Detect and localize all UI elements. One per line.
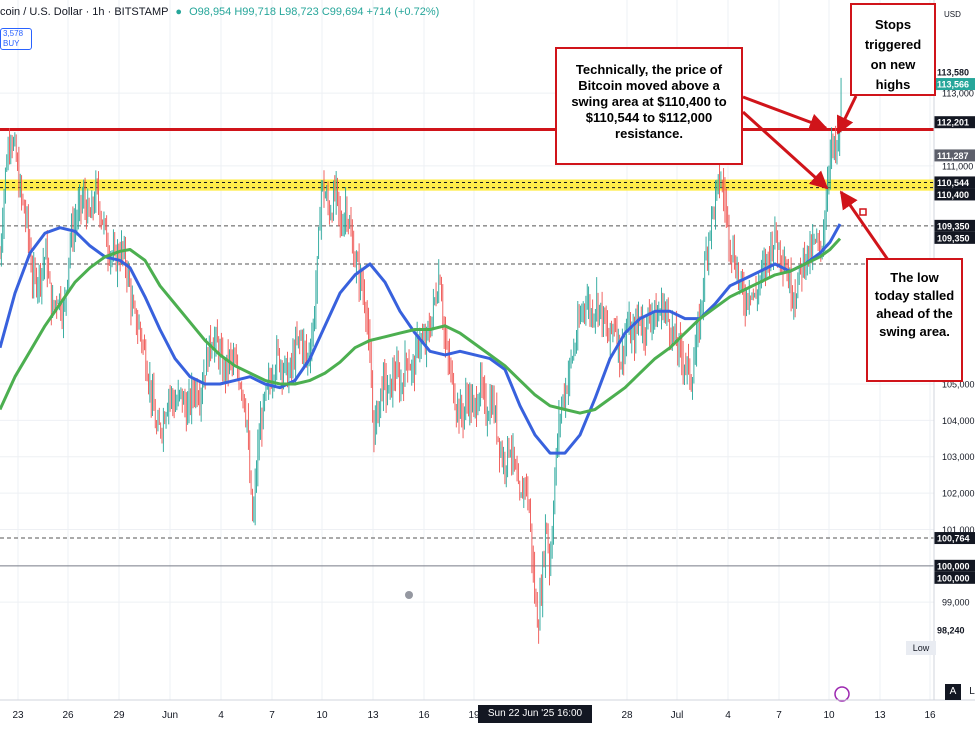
annotation-arrow — [839, 190, 897, 271]
low-label: Low — [906, 641, 936, 655]
symbol-title[interactable]: coin / U.S. Dollar · 1h · BITSTAMP — [0, 6, 169, 18]
x-tick-label: 7 — [776, 710, 782, 721]
price-axis[interactable]: 113,000 111,000 105,000 104,000 103,000 102,0… — [933, 0, 975, 700]
price-label-bg — [934, 149, 975, 162]
y-tick-label: 103,000 — [942, 452, 975, 462]
buy-label: BUY — [3, 39, 20, 48]
price-label: 110,400 — [937, 190, 969, 200]
price-label: 113,580 — [937, 68, 969, 78]
y-tick-label: 102,000 — [942, 489, 975, 499]
annotation-low-text: The low today stalled ahead of the swing… — [874, 270, 955, 339]
price-label: 100,764 — [937, 534, 970, 544]
x-tick-label: 26 — [62, 710, 74, 721]
annotation-main: Technically, the price of Bitcoin moved … — [555, 47, 743, 165]
y-tick-label: 111,000 — [942, 161, 973, 171]
x-tick-label: 7 — [269, 710, 275, 721]
y-tick-label: 101,000 — [942, 525, 975, 535]
x-tick-label: Jun — [162, 710, 178, 721]
price-candles — [0, 77, 842, 644]
ohlc-change: +714 (+0.72%) — [366, 6, 440, 18]
price-label-bg — [934, 219, 975, 232]
price-label-bg — [934, 231, 975, 244]
slow-moving-average — [0, 237, 842, 415]
price-label: 113,566 — [937, 80, 969, 90]
crosshair-date: Sun 22 Jun '25 16:00 — [478, 705, 592, 723]
x-tick-label: 10 — [823, 710, 835, 721]
annotation-stops: Stops triggered on new highs — [850, 3, 936, 96]
symbol-header: coin / U.S. Dollar · 1h · BITSTAMP ● O98… — [0, 6, 439, 18]
price-label: 109,350 — [937, 233, 970, 243]
time-axis[interactable]: 23 26 29 Jun 4 7 10 13 16 19 28 Jul 4 7 10 13 16 — [0, 699, 975, 721]
ohlc-open: O98,954 — [189, 6, 232, 18]
price-label-bg — [934, 116, 975, 129]
ohlc-high: H99,718 — [234, 6, 276, 18]
log-scale-button[interactable]: L — [969, 686, 975, 697]
price-label-bg — [934, 571, 975, 584]
ohlc-close: C99,694 — [321, 6, 364, 18]
chart-grid — [0, 0, 934, 700]
buy-button[interactable]: 3,578 BUY — [0, 28, 32, 50]
x-tick-label: 16 — [924, 710, 936, 721]
price-label: 100,000 — [937, 573, 970, 583]
y-tick-label: 113,000 — [942, 89, 974, 99]
ohlc-low: L98,723 — [279, 6, 319, 18]
price-label-bg — [934, 559, 975, 572]
auto-scale-button[interactable]: A — [945, 684, 961, 700]
annotation-arrow — [836, 95, 858, 135]
buy-price: 3,578 — [3, 29, 24, 38]
price-label: 100,000 — [937, 561, 970, 571]
price-label: 109,350 — [937, 221, 970, 231]
x-tick-label: 23 — [12, 710, 24, 721]
market-status-icon: ● — [175, 6, 183, 18]
price-label: 111,287 — [937, 151, 969, 161]
price-label-bg — [934, 532, 975, 545]
price-levels — [0, 128, 934, 567]
y-tick-label: 105,000 — [942, 380, 975, 390]
x-tick-label: 10 — [316, 710, 328, 721]
price-label-bg — [934, 78, 975, 91]
price-label-bg — [934, 188, 975, 201]
x-tick-label: 13 — [874, 710, 886, 721]
annotation-arrow — [742, 95, 828, 131]
currency-label[interactable]: USD — [944, 10, 961, 19]
y-tick-label: 104,000 — [942, 416, 975, 426]
swing-area-band — [0, 179, 934, 186]
y-tick-label: 99,000 — [942, 598, 970, 608]
moving-averages — [0, 223, 842, 455]
price-label-bg — [934, 176, 975, 189]
price-label: 110,544 — [937, 178, 969, 188]
x-tick-label: 4 — [218, 710, 224, 721]
price-label: 112,201 — [937, 118, 969, 128]
annotation-arrows — [405, 95, 897, 702]
event-marker-icon — [405, 591, 413, 599]
x-tick-label: 13 — [367, 710, 379, 721]
annotation-low: The low today stalled ahead of the swing… — [866, 258, 963, 382]
price-label: 98,240 — [937, 625, 965, 635]
x-tick-label: 4 — [725, 710, 731, 721]
swing-area-band — [0, 184, 934, 191]
annotation-stops-text: Stops triggered on new highs — [864, 17, 922, 92]
annotation-arrow — [741, 110, 829, 190]
x-tick-label: 28 — [621, 710, 633, 721]
x-tick-label: Jul — [671, 710, 684, 721]
x-tick-label: 16 — [418, 710, 430, 721]
annotation-main-text: Technically, the price of Bitcoin moved … — [571, 62, 727, 141]
flash-icon — [834, 686, 850, 702]
x-tick-label: 19 — [468, 710, 480, 721]
x-tick-label: 29 — [113, 710, 125, 721]
arrow-handle — [859, 208, 867, 216]
